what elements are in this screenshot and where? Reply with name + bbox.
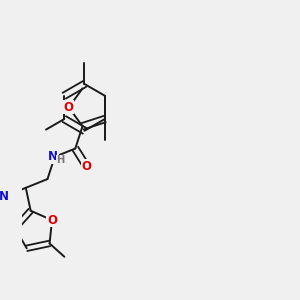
Text: O: O [81,160,92,173]
Text: O: O [47,214,57,227]
Text: N: N [0,190,9,203]
Text: N: N [48,150,58,163]
Text: H: H [57,155,65,165]
Text: O: O [64,101,74,114]
